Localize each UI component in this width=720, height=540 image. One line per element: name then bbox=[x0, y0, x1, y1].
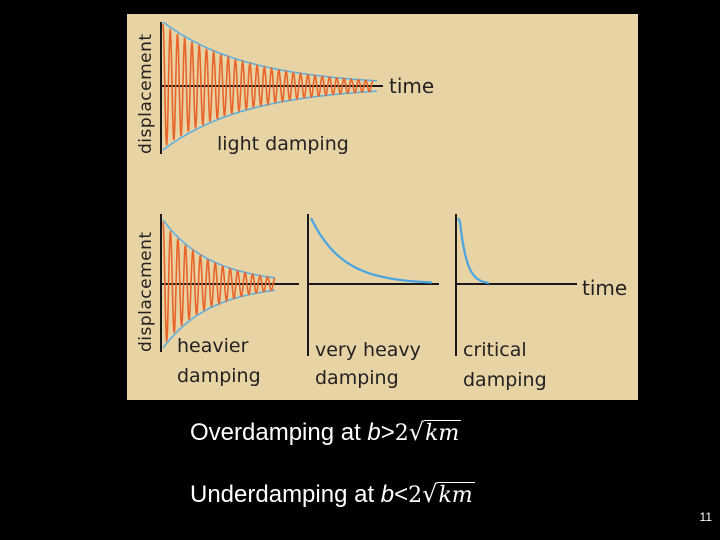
underdamping-equation: Underdamping at b<2√km bbox=[190, 480, 475, 509]
heavier-damping-curve bbox=[162, 221, 276, 344]
bottom-time-label: time bbox=[582, 276, 627, 300]
underdamping-sqrt: √km bbox=[422, 480, 475, 509]
overdamping-variable: b bbox=[367, 419, 381, 446]
overdamping-radicand: km bbox=[424, 420, 462, 446]
light-damping-curve bbox=[162, 23, 374, 146]
top-time-label: time bbox=[389, 74, 434, 98]
very-heavy-damping-curve bbox=[310, 217, 433, 284]
critical-damping-label-line2: damping bbox=[463, 369, 547, 391]
page-number: 11 bbox=[699, 510, 712, 524]
underdamping-radicand: km bbox=[437, 482, 475, 508]
top-y-axis-label: displacement bbox=[136, 33, 156, 154]
overdamping-coefficient: 2 bbox=[394, 421, 409, 446]
top-lower-envelope bbox=[162, 90, 378, 151]
top-upper-envelope bbox=[162, 21, 378, 82]
very-heavy-damping-label-line2: damping bbox=[315, 367, 399, 389]
heavier-damping-label-line2: damping bbox=[177, 365, 261, 387]
bottom-y-axis-label: displacement bbox=[136, 231, 156, 352]
very-heavy-damping-label-line1: very heavy bbox=[315, 339, 421, 361]
underdamping-variable: b bbox=[380, 481, 395, 508]
critical-damping-curve bbox=[457, 217, 489, 285]
overdamping-relation: > bbox=[380, 419, 395, 446]
sqrt-radical-sign: √ bbox=[408, 418, 425, 446]
critical-damping-label-line1: critical bbox=[463, 339, 527, 361]
bottom-upper-envelope bbox=[162, 219, 276, 279]
overdamping-prefix: Overdamping at bbox=[190, 419, 368, 446]
damping-figure: displacement time light damping displace… bbox=[127, 14, 638, 400]
underdamping-relation: < bbox=[394, 481, 409, 508]
underdamping-prefix: Underdamping at bbox=[190, 481, 381, 508]
light-damping-label: light damping bbox=[217, 133, 349, 155]
heavier-damping-label-line1: heavier bbox=[177, 335, 249, 357]
overdamping-sqrt: √km bbox=[409, 418, 462, 447]
damping-diagram: displacement time light damping displace… bbox=[136, 21, 627, 391]
sqrt-radical-sign: √ bbox=[422, 480, 438, 508]
underdamping-coefficient: 2 bbox=[408, 483, 423, 508]
overdamping-equation: Overdamping at b>2√km bbox=[190, 418, 462, 447]
